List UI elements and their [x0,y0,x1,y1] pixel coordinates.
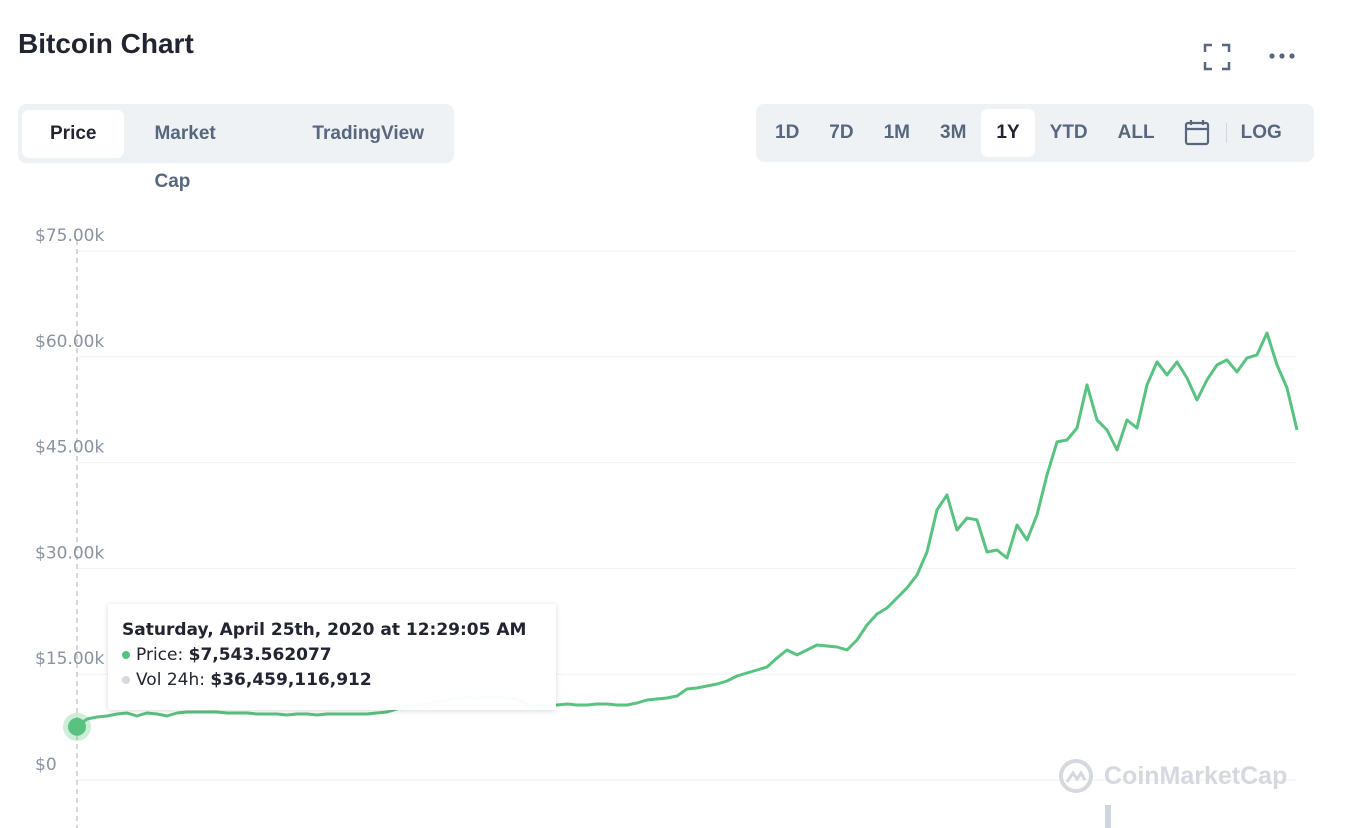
price-line [76,331,1299,728]
range-button[interactable]: ALL [1117,122,1155,143]
range-button[interactable]: 3M [940,122,967,143]
divider [1225,123,1227,143]
tab[interactable]: Price [22,109,125,158]
page-title: Bitcoin Chart [18,28,194,59]
label: Vol 24h: [136,670,205,690]
range-button[interactable]: YTD [1049,122,1088,143]
tooltip: Saturday, April 25th, 2020 at 12:29:05 A… [108,604,556,710]
range-button[interactable]: 1D [775,122,800,143]
range-button[interactable]: 1Y [981,109,1035,157]
tooltip-price: Price: $7,543.562077 [122,643,556,668]
fullscreen-icon[interactable] [1203,43,1231,71]
watermark: CoinMarketCap [1058,758,1287,794]
range-button[interactable]: 7D [829,122,854,143]
watermark-text: CoinMarketCap [1104,761,1288,790]
scroll-handle [1105,805,1111,828]
y-tick-label: $15.00k [35,649,104,669]
y-tick-label: $45.00k [35,438,104,458]
tooltip-date: Saturday, April 25th, 2020 at 12:29:05 A… [122,620,527,640]
hover-point [68,717,86,736]
y-tick-label: $75.00k [35,226,104,246]
more-icon[interactable] [1268,50,1298,62]
calendar-icon[interactable] [1170,118,1226,148]
tab-group: Price Market Cap TradingView [18,104,454,192]
tab[interactable]: TradingView [312,122,424,144]
tab[interactable]: Market Cap [154,122,216,192]
value: $36,459,116,912 [210,670,372,690]
y-tick-label: $30.00k [35,543,104,563]
label: Price: [136,645,184,665]
y-tick-label: $0 [35,755,57,775]
log-button[interactable]: LOG [1240,122,1282,143]
range-button[interactable]: 1M [883,122,910,143]
y-tick-label: $60.00k [35,332,104,352]
tooltip-volume: Vol 24h: $36,459,116,912 [122,668,556,693]
range-group: 1D 7D 1M 3M 1Y YTD ALL LOG [756,104,1314,162]
value: $7,543.562077 [188,645,332,665]
